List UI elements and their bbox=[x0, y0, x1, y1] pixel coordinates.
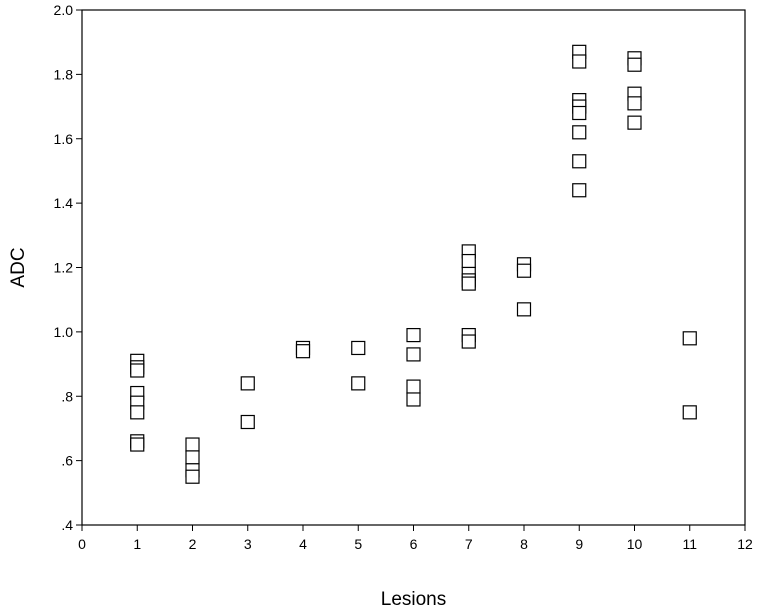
data-point bbox=[572, 54, 587, 69]
y-axis-title: ADC bbox=[8, 247, 29, 287]
y-tick-label: .6 bbox=[61, 453, 73, 469]
x-tick-label: 0 bbox=[78, 536, 86, 552]
y-tick-label: 1.8 bbox=[54, 66, 74, 82]
data-point bbox=[461, 334, 476, 349]
data-point bbox=[406, 327, 421, 343]
y-tick-label: 1.2 bbox=[54, 260, 74, 276]
data-point bbox=[461, 253, 476, 269]
y-tick-label: 2.0 bbox=[54, 2, 74, 18]
data-point bbox=[572, 125, 587, 140]
data-point bbox=[240, 414, 255, 430]
data-point bbox=[130, 405, 145, 420]
x-tick-label: 11 bbox=[682, 536, 697, 552]
x-tick-label: 3 bbox=[244, 536, 252, 552]
data-point bbox=[682, 405, 697, 420]
data-point bbox=[185, 437, 200, 452]
y-tick-label: 1.4 bbox=[54, 195, 74, 211]
x-tick-label: 7 bbox=[465, 536, 473, 552]
data-point bbox=[516, 263, 532, 278]
x-tick-label: 6 bbox=[410, 536, 418, 552]
data-point bbox=[572, 154, 587, 169]
data-point bbox=[627, 96, 642, 111]
y-tick-label: 1.0 bbox=[54, 324, 74, 340]
y-tick-label: .4 bbox=[61, 517, 73, 533]
data-point bbox=[627, 115, 642, 130]
y-tick-label: 1.6 bbox=[54, 131, 74, 147]
data-point bbox=[461, 276, 476, 291]
plot-area-frame bbox=[81, 9, 746, 526]
y-tick-label: .8 bbox=[61, 388, 73, 404]
data-point bbox=[351, 340, 366, 356]
x-tick-label: 9 bbox=[575, 536, 583, 552]
data-point bbox=[406, 379, 421, 394]
data-point bbox=[516, 302, 532, 317]
x-axis-ticks: 0 1 2 3 4 5 6 7 8 9 10 11 12 bbox=[78, 525, 753, 552]
data-point bbox=[130, 363, 145, 378]
data-markers bbox=[130, 44, 697, 484]
x-axis-title: Lesions bbox=[381, 589, 447, 610]
data-point bbox=[185, 469, 200, 484]
data-point bbox=[240, 376, 255, 391]
data-point bbox=[682, 331, 697, 346]
data-point bbox=[406, 392, 421, 407]
x-tick-label: 12 bbox=[737, 536, 753, 552]
data-point bbox=[627, 57, 642, 72]
x-tick-label: 2 bbox=[189, 536, 197, 552]
x-tick-label: 8 bbox=[520, 536, 528, 552]
data-point bbox=[572, 105, 587, 121]
x-tick-label: 5 bbox=[354, 536, 362, 552]
data-point bbox=[406, 347, 421, 362]
data-point bbox=[130, 437, 145, 452]
x-tick-label: 1 bbox=[133, 536, 141, 552]
data-point bbox=[351, 376, 366, 391]
y-axis-ticks: .4 .6 .8 1.0 1.2 1.4 1.6 1.8 2.0 bbox=[54, 2, 82, 533]
data-point bbox=[572, 183, 587, 198]
data-point bbox=[185, 450, 200, 465]
data-point bbox=[295, 344, 311, 359]
x-tick-label: 4 bbox=[299, 536, 307, 552]
x-tick-label: 10 bbox=[627, 536, 643, 552]
